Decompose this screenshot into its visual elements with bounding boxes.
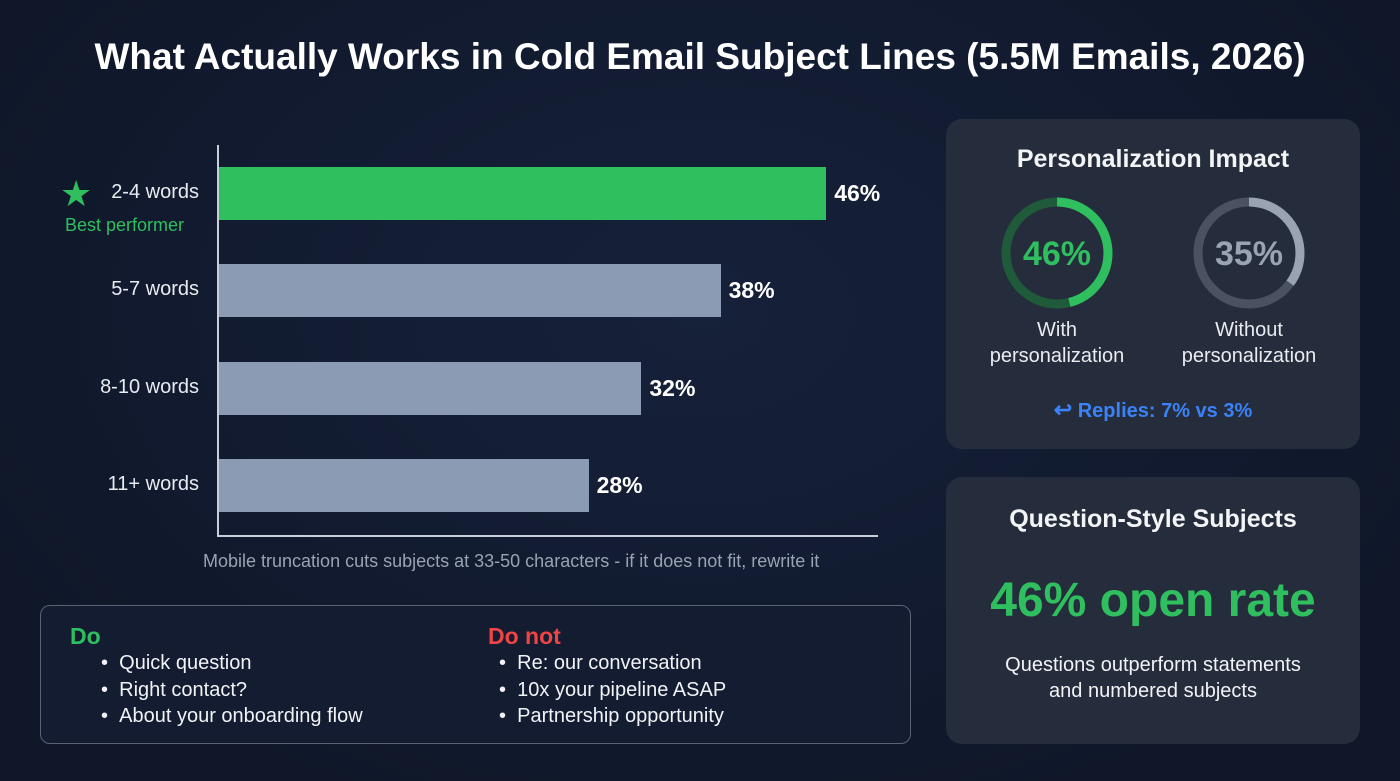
list-item-text: Partnership opportunity <box>517 705 724 727</box>
bullet: • <box>499 705 507 727</box>
bullet: • <box>101 678 109 701</box>
open-rate-stat: 46% open rate <box>990 574 1316 627</box>
category-label: 8-10 words <box>100 375 199 398</box>
ring-fill <box>1001 197 1113 309</box>
list-item: • Partnership opportunity <box>499 705 724 728</box>
bullet: • <box>101 705 109 727</box>
list-item-text: 10x your pipeline ASAP <box>517 678 727 701</box>
list-item: • Quick question <box>101 652 251 675</box>
bullet: • <box>101 652 109 674</box>
ring-label: With personalization <box>989 319 1125 367</box>
personalization-card: Personalization Impact 46% With personaliz… <box>946 119 1360 449</box>
category-label: 5-7 words <box>111 278 199 301</box>
reply-arrow-icon: ↩ <box>1053 397 1073 422</box>
ring-value: 46% <box>1023 235 1091 273</box>
desc-line: and numbered subjects <box>1049 680 1257 702</box>
question-description: Questions outperform statements and numb… <box>946 652 1360 704</box>
ring-label: Without personalization <box>1181 319 1317 367</box>
bar <box>219 167 827 220</box>
y-axis-line <box>217 145 219 536</box>
list-item: • Right contact? <box>101 679 247 702</box>
desc-line: Questions outperform statements <box>1005 654 1301 676</box>
card-title: Question-Style Subjects <box>1009 505 1297 533</box>
bar-value-label: 38% <box>728 277 775 304</box>
progress-ring: 35% <box>1193 197 1305 309</box>
list-item: • 10x your pipeline ASAP <box>499 679 726 702</box>
category-label: 2-4 words <box>111 181 199 203</box>
list-item: • About your onboarding flow <box>101 705 363 728</box>
question-card: Question-Style Subjects 46% open rate Qu… <box>946 477 1360 744</box>
ring-value: 35% <box>1215 235 1283 273</box>
star-icon: ★ <box>60 173 93 214</box>
dont-heading: Do not <box>488 623 561 649</box>
chart-annotation: Mobile truncation cuts subjects at 33-50… <box>203 551 820 571</box>
list-item-text: Right contact? <box>119 678 247 701</box>
bar <box>219 458 589 512</box>
list-item-text: About your onboarding flow <box>119 705 363 727</box>
bullet: • <box>499 678 507 701</box>
ring-fill <box>1193 197 1305 309</box>
bullet: • <box>499 652 507 674</box>
bar <box>219 264 721 318</box>
list-item: • Re: our conversation <box>499 652 702 675</box>
bar-value-label: 46% <box>834 180 881 206</box>
category-label: 11+ words <box>107 472 199 495</box>
progress-ring: 46% <box>1001 197 1113 309</box>
bar <box>219 361 642 415</box>
list-item-text: Quick question <box>119 652 252 674</box>
do-heading: Do <box>70 623 101 649</box>
bar-value-label: 32% <box>649 374 696 401</box>
replies-stat: ↩ Replies: 7% vs 3% <box>946 397 1360 423</box>
page-title: What Actually Works in Cold Email Subjec… <box>94 36 1306 77</box>
x-axis-line <box>217 535 878 537</box>
bar-value-label: 28% <box>596 471 643 498</box>
list-item-text: Re: our conversation <box>517 652 702 674</box>
best-performer-label: Best performer <box>65 215 185 235</box>
card-title: Personalization Impact <box>1016 145 1290 173</box>
replies-text: Replies: 7% vs 3% <box>1077 400 1253 422</box>
do-dont-box: Do Do not • Quick question • Right contac… <box>40 605 911 744</box>
